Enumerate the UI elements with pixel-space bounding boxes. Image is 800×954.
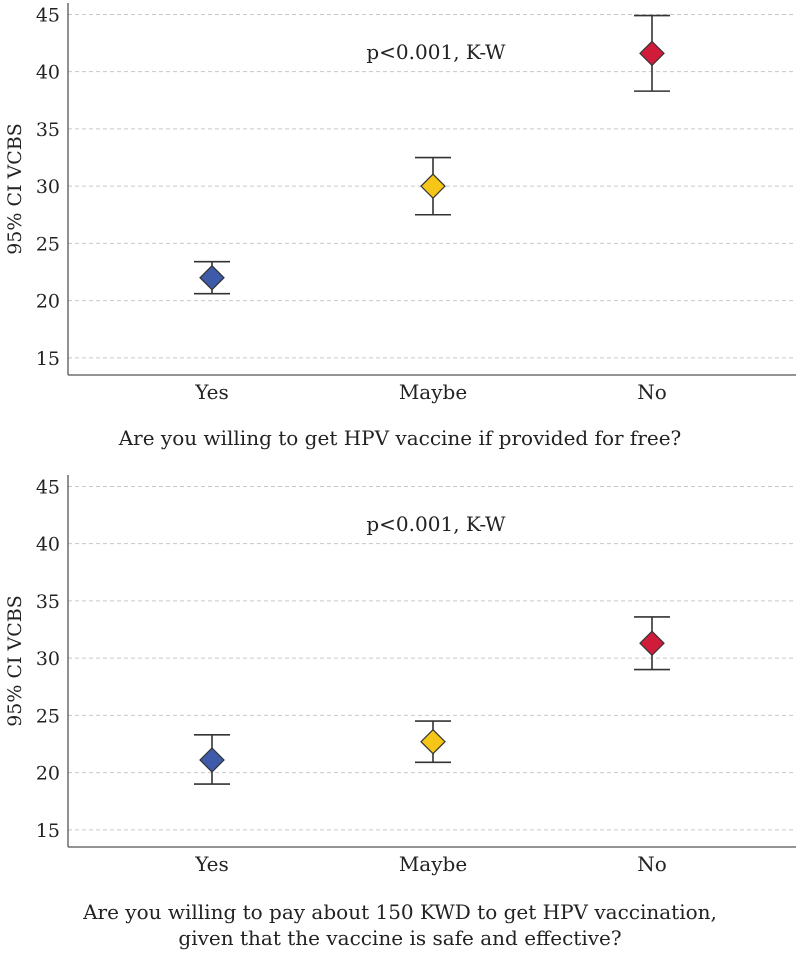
mean-marker-bottom-no	[639, 630, 665, 657]
x-tick-label-top-no: No	[637, 380, 667, 404]
mean-marker-bottom-yes	[199, 747, 225, 773]
y-tick-label-bottom-35: 35	[36, 591, 60, 613]
x-axis-title-bottom: Are you willing to pay about 150 KWD to …	[0, 899, 800, 951]
y-tick-label-bottom-20: 20	[36, 763, 60, 785]
x-tick-label-top-maybe: Maybe	[399, 380, 467, 404]
annotation-bottom: p<0.001, K-W	[366, 512, 506, 536]
y-tick-label-top-35: 35	[36, 119, 60, 141]
x-axis-title-bottom-line-1: Are you willing to pay about 150 KWD to …	[83, 900, 717, 924]
y-tick-label-top-25: 25	[36, 233, 60, 255]
y-axis-title-top: 95% CI VCBS	[4, 123, 26, 255]
y-tick-label-top-15: 15	[36, 348, 60, 370]
y-axis-title-bottom: 95% CI VCBS	[4, 595, 26, 727]
mean-marker-bottom-maybe	[420, 728, 446, 755]
mean-marker-top-maybe	[420, 173, 446, 199]
y-tick-label-bottom-30: 30	[36, 648, 60, 670]
x-tick-label-bottom-yes: Yes	[194, 852, 229, 876]
x-axis-title-top: Are you willing to get HPV vaccine if pr…	[0, 425, 800, 451]
x-tick-label-top-yes: Yes	[194, 380, 229, 404]
mean-marker-top-yes	[199, 264, 225, 291]
x-tick-label-bottom-maybe: Maybe	[399, 852, 467, 876]
y-tick-label-top-30: 30	[36, 176, 60, 198]
x-tick-label-bottom-no: No	[637, 852, 667, 876]
y-tick-label-bottom-25: 25	[36, 705, 60, 727]
x-axis-title-bottom-line-2: given that the vaccine is safe and effec…	[178, 926, 622, 950]
y-tick-label-top-45: 45	[36, 4, 60, 26]
annotation-top: p<0.001, K-W	[366, 40, 506, 64]
x-axis-title-top-text: Are you willing to get HPV vaccine if pr…	[118, 426, 682, 450]
y-tick-label-top-20: 20	[36, 291, 60, 313]
mean-marker-top-no	[639, 40, 665, 67]
y-tick-label-top-40: 40	[36, 62, 60, 84]
y-tick-label-bottom-45: 45	[36, 476, 60, 498]
y-tick-label-bottom-15: 15	[36, 820, 60, 842]
y-tick-label-bottom-40: 40	[36, 534, 60, 556]
